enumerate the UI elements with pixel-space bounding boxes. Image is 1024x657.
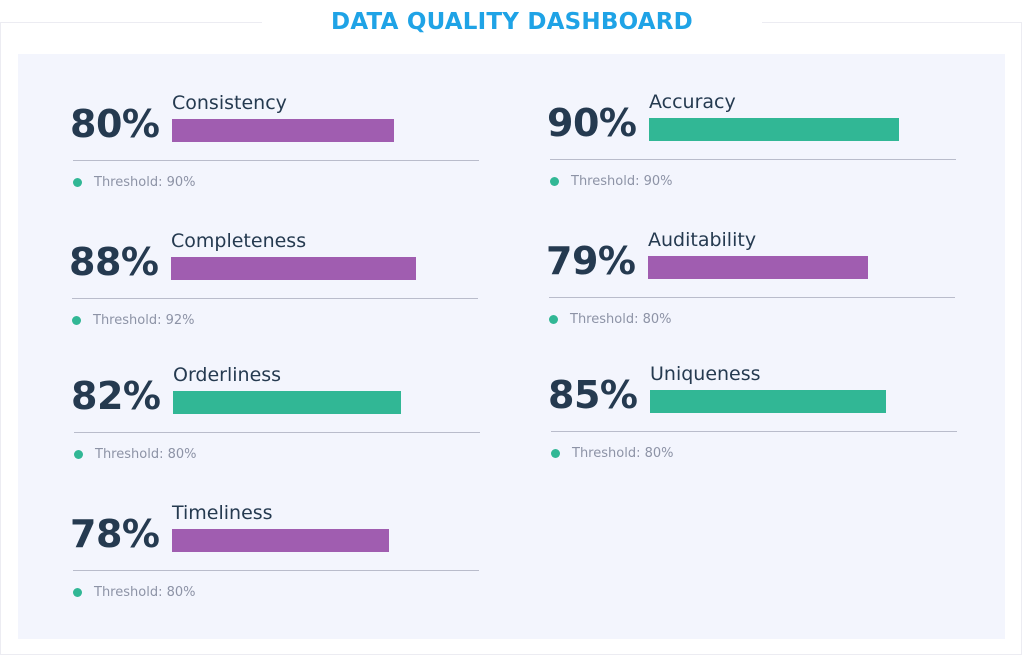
metrics-panel: 80% Consistency Threshold: 90% 90% Accur… [18,54,1005,639]
threshold-text: Threshold: 90% [94,174,196,190]
metric-label: Consistency [172,92,287,114]
metric-bar-track [650,390,928,413]
divider [551,431,957,432]
metric-percentage: 88% [69,240,159,284]
metric-percentage: 85% [548,373,638,417]
metric-percentage: 80% [70,102,160,146]
metric-bar-track [173,391,451,414]
metric-card-orderliness: 82% Orderliness Threshold: 80% [71,364,491,484]
threshold-text: Threshold: 80% [95,446,197,462]
divider [73,570,479,571]
metric-card-timeliness: 78% Timeliness Threshold: 80% [70,502,490,622]
status-dot-icon [549,314,558,324]
divider [549,297,955,298]
metric-label: Auditability [648,229,757,251]
metric-card-auditability: 79% Auditability Threshold: 80% [546,229,966,349]
threshold-text: Threshold: 80% [570,311,672,327]
metric-bar-fill [648,256,868,279]
dashboard-title: DATA QUALITY DASHBOARD [262,0,762,44]
threshold-row: Threshold: 80% [549,310,671,328]
metric-bar-track [172,119,450,142]
metric-percentage: 79% [546,239,636,283]
metric-bar-fill [650,390,887,413]
metric-card-completeness: 88% Completeness Threshold: 92% [69,230,489,350]
metric-label: Orderliness [173,364,282,386]
metric-bar-fill [171,257,416,280]
threshold-text: Threshold: 80% [572,445,674,461]
metric-percentage: 90% [547,101,637,145]
metric-bar-track [649,118,927,141]
threshold-row: Threshold: 80% [551,444,673,462]
divider [74,432,480,433]
threshold-text: Threshold: 92% [93,312,195,328]
metric-bar-fill [172,119,395,142]
status-dot-icon [74,449,83,459]
threshold-row: Threshold: 80% [74,445,196,463]
metric-bar-track [171,257,449,280]
metric-bar-track [648,256,926,279]
status-dot-icon [550,176,559,186]
metric-label: Completeness [171,230,307,252]
status-dot-icon [551,448,560,458]
metric-percentage: 78% [70,512,160,556]
threshold-text: Threshold: 80% [94,584,196,600]
metric-card-uniqueness: 85% Uniqueness Threshold: 80% [548,363,968,483]
threshold-row: Threshold: 92% [72,311,194,329]
threshold-row: Threshold: 80% [73,583,195,601]
metric-label: Timeliness [172,502,273,524]
metric-label: Uniqueness [650,363,761,385]
metric-card-accuracy: 90% Accuracy Threshold: 90% [547,91,967,211]
divider [73,160,479,161]
threshold-row: Threshold: 90% [550,172,672,190]
status-dot-icon [73,177,82,187]
divider [72,298,478,299]
metric-bar-track [172,529,450,552]
metric-bar-fill [172,529,389,552]
threshold-text: Threshold: 90% [571,173,673,189]
metric-bar-fill [649,118,900,141]
status-dot-icon [73,587,82,597]
metric-bar-fill [173,391,401,414]
metric-card-consistency: 80% Consistency Threshold: 90% [70,92,490,212]
divider [550,159,956,160]
metric-label: Accuracy [649,91,736,113]
status-dot-icon [72,315,81,325]
metric-percentage: 82% [71,374,161,418]
threshold-row: Threshold: 90% [73,173,195,191]
